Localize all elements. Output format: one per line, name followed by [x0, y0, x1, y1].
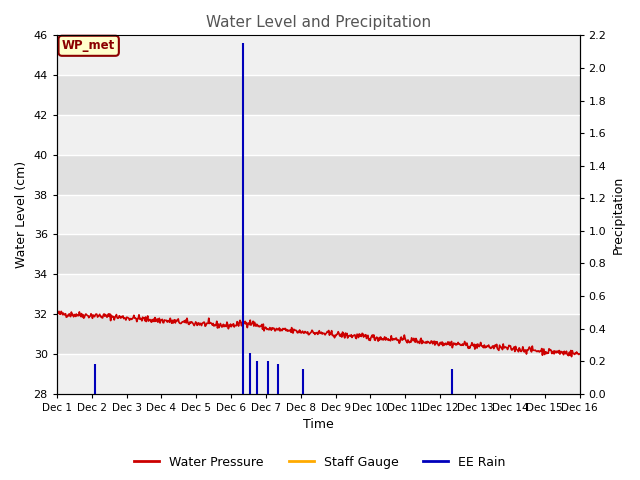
Y-axis label: Precipitation: Precipitation: [612, 176, 625, 254]
Bar: [57, 235, 580, 275]
Bar: [57, 354, 580, 394]
Bar: [57, 115, 580, 155]
X-axis label: Time: Time: [303, 419, 333, 432]
Bar: [57, 36, 580, 75]
Text: WP_met: WP_met: [62, 39, 115, 52]
Y-axis label: Water Level (cm): Water Level (cm): [15, 161, 28, 268]
Bar: [57, 314, 580, 354]
Legend: Water Pressure, Staff Gauge, EE Rain: Water Pressure, Staff Gauge, EE Rain: [129, 451, 511, 474]
Bar: [57, 155, 580, 195]
Bar: [57, 275, 580, 314]
Bar: [57, 195, 580, 235]
Title: Water Level and Precipitation: Water Level and Precipitation: [205, 15, 431, 30]
Bar: [57, 75, 580, 115]
